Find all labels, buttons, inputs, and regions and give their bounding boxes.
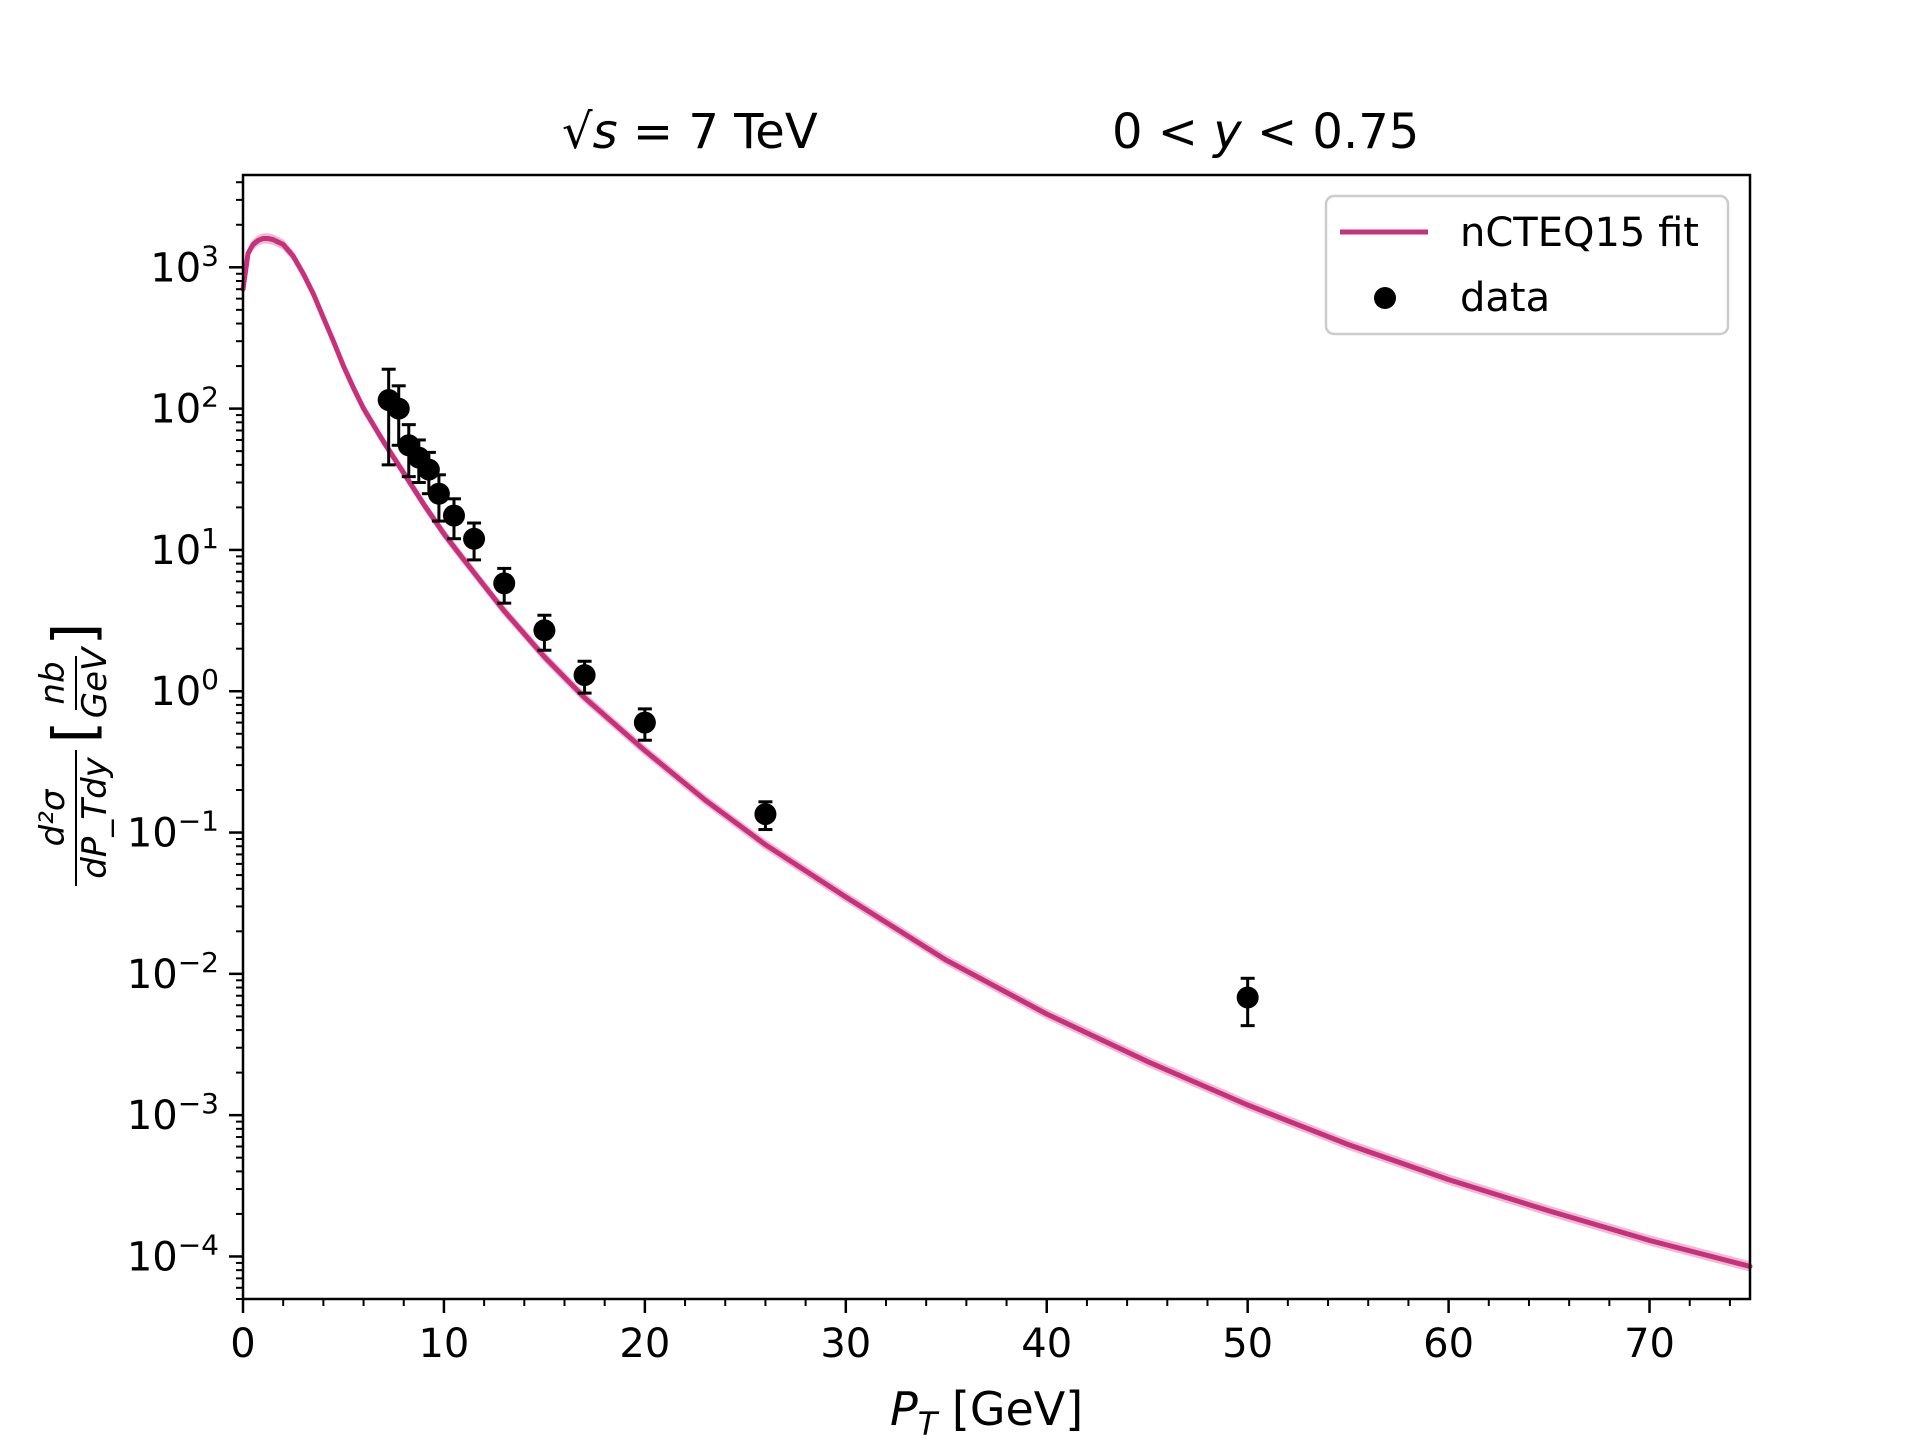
y-ticks: 10−4 10−3 10−2 10−1 100 101 102 103 (127, 181, 243, 1300)
x-tick-label: 50 (1222, 1321, 1273, 1367)
x-tick-label: 60 (1423, 1321, 1474, 1367)
y-tick-label: 10−3 (127, 1087, 219, 1139)
title-right: 0 < y < 0.75 (1112, 104, 1419, 160)
x-tick-label: 40 (1021, 1321, 1072, 1367)
x-tick-label: 30 (820, 1321, 871, 1367)
fit-line (240, 236, 1753, 1269)
y-tick-label: 10−1 (127, 805, 219, 857)
x-tick-label: 10 (418, 1321, 469, 1367)
x-tick-label: 70 (1624, 1321, 1675, 1367)
title-left: √s = 7 TeV (562, 104, 818, 160)
data-points (377, 367, 1259, 1028)
data-point (573, 664, 596, 687)
legend-fit-label: nCTEQ15 fit (1460, 210, 1699, 256)
y-tick-label: 10−2 (127, 946, 219, 998)
y-label-left-bracket: [ (40, 721, 108, 744)
y-label-right-bracket: ] (40, 623, 108, 646)
data-point (463, 527, 486, 550)
data-point (427, 482, 450, 505)
y-label-unit-denominator: GeV (75, 645, 115, 718)
data-point (387, 397, 410, 420)
x-ticks: 0 10 20 30 40 50 60 70 (230, 1299, 1731, 1367)
y-tick-label: 101 (150, 522, 219, 574)
data-point (754, 803, 777, 826)
legend-data-label: data (1460, 275, 1550, 321)
data-point (417, 458, 440, 481)
y-label-denominator: dP_Tdy (75, 756, 115, 878)
data-point (1236, 986, 1259, 1009)
y-tick-label: 10−4 (127, 1228, 219, 1280)
legend: nCTEQ15 fit data (1324, 194, 1730, 336)
y-tick-label: 103 (150, 239, 219, 291)
y-label-numerator: d²σ (33, 788, 73, 846)
data-point (493, 572, 516, 595)
x-tick-label: 20 (619, 1321, 670, 1367)
y-tick-label: 102 (150, 381, 219, 433)
y-tick-label: 100 (150, 663, 219, 715)
data-point (633, 711, 656, 734)
x-axis-label: PT [GeV] (890, 1382, 1083, 1440)
data-point (533, 619, 556, 642)
axes-frame (241, 173, 1752, 1301)
legend-data-marker (1374, 287, 1396, 309)
x-tick-label: 0 (230, 1321, 255, 1367)
fit-curve (240, 236, 1753, 1269)
y-axis-label: d²σ dP_Tdy [ nb GeV ] (33, 623, 115, 886)
data-point (442, 504, 465, 527)
y-label-unit-numerator: nb (33, 661, 73, 704)
